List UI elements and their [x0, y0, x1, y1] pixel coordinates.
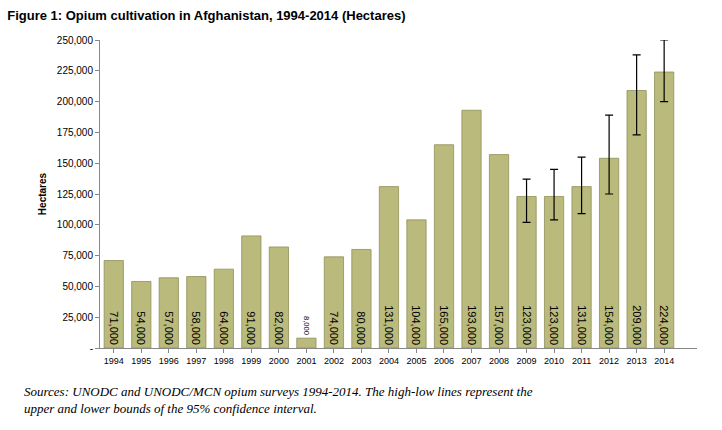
- svg-text:50,000: 50,000: [62, 281, 93, 292]
- svg-text:131,000: 131,000: [383, 305, 395, 345]
- svg-text:224,000: 224,000: [658, 305, 670, 345]
- svg-text:154,000: 154,000: [603, 305, 615, 345]
- svg-text:-: -: [90, 343, 93, 354]
- svg-text:58,000: 58,000: [190, 311, 202, 345]
- svg-text:2001: 2001: [296, 356, 316, 366]
- svg-text:100,000: 100,000: [57, 219, 94, 230]
- svg-text:125,000: 125,000: [57, 189, 94, 200]
- svg-text:2008: 2008: [489, 356, 509, 366]
- svg-text:131,000: 131,000: [576, 305, 588, 345]
- svg-text:2010: 2010: [544, 356, 564, 366]
- svg-text:1999: 1999: [241, 356, 261, 366]
- svg-text:2006: 2006: [434, 356, 454, 366]
- svg-text:91,000: 91,000: [245, 311, 257, 345]
- svg-text:104,000: 104,000: [410, 305, 422, 345]
- svg-text:2000: 2000: [269, 356, 289, 366]
- svg-text:1997: 1997: [186, 356, 206, 366]
- svg-text:225,000: 225,000: [57, 65, 94, 76]
- svg-text:2003: 2003: [351, 356, 371, 366]
- svg-text:2011: 2011: [572, 356, 591, 366]
- svg-text:Sources: UNODC and UNODC/MCN o: Sources: UNODC and UNODC/MCN opium surve…: [24, 384, 533, 416]
- svg-text:2007: 2007: [461, 356, 481, 366]
- svg-text:2014: 2014: [654, 356, 674, 366]
- svg-text:2004: 2004: [379, 356, 399, 366]
- svg-text:57,000: 57,000: [163, 311, 175, 345]
- svg-text:1998: 1998: [214, 356, 234, 366]
- svg-text:Hectares: Hectares: [37, 172, 48, 215]
- svg-text:165,000: 165,000: [438, 305, 450, 345]
- svg-text:123,000: 123,000: [521, 305, 533, 345]
- svg-text:209,000: 209,000: [631, 305, 643, 345]
- svg-text:71,000: 71,000: [108, 311, 120, 345]
- svg-text:74,000: 74,000: [328, 311, 340, 345]
- svg-text:200,000: 200,000: [57, 96, 94, 107]
- svg-text:8,000: 8,000: [302, 316, 311, 335]
- svg-text:250,000: 250,000: [57, 35, 94, 46]
- svg-text:64,000: 64,000: [218, 311, 230, 345]
- svg-text:1994: 1994: [104, 356, 124, 366]
- svg-text:25,000: 25,000: [62, 312, 93, 323]
- svg-text:82,000: 82,000: [273, 311, 285, 345]
- svg-text:2005: 2005: [406, 356, 426, 366]
- svg-text:2013: 2013: [627, 356, 647, 366]
- svg-text:1995: 1995: [131, 356, 151, 366]
- svg-text:157,000: 157,000: [493, 305, 505, 345]
- svg-text:2002: 2002: [324, 356, 344, 366]
- svg-text:75,000: 75,000: [62, 250, 93, 261]
- svg-text:1996: 1996: [159, 356, 179, 366]
- svg-text:Figure 1: Opium cultivation in: Figure 1: Opium cultivation in Afghanist…: [7, 8, 405, 23]
- svg-text:80,000: 80,000: [355, 311, 367, 345]
- svg-text:123,000: 123,000: [548, 305, 560, 345]
- svg-text:54,000: 54,000: [135, 311, 147, 345]
- svg-text:2009: 2009: [517, 356, 537, 366]
- svg-text:2012: 2012: [599, 356, 619, 366]
- svg-text:193,000: 193,000: [466, 305, 478, 345]
- svg-text:150,000: 150,000: [57, 158, 94, 169]
- svg-text:175,000: 175,000: [57, 127, 94, 138]
